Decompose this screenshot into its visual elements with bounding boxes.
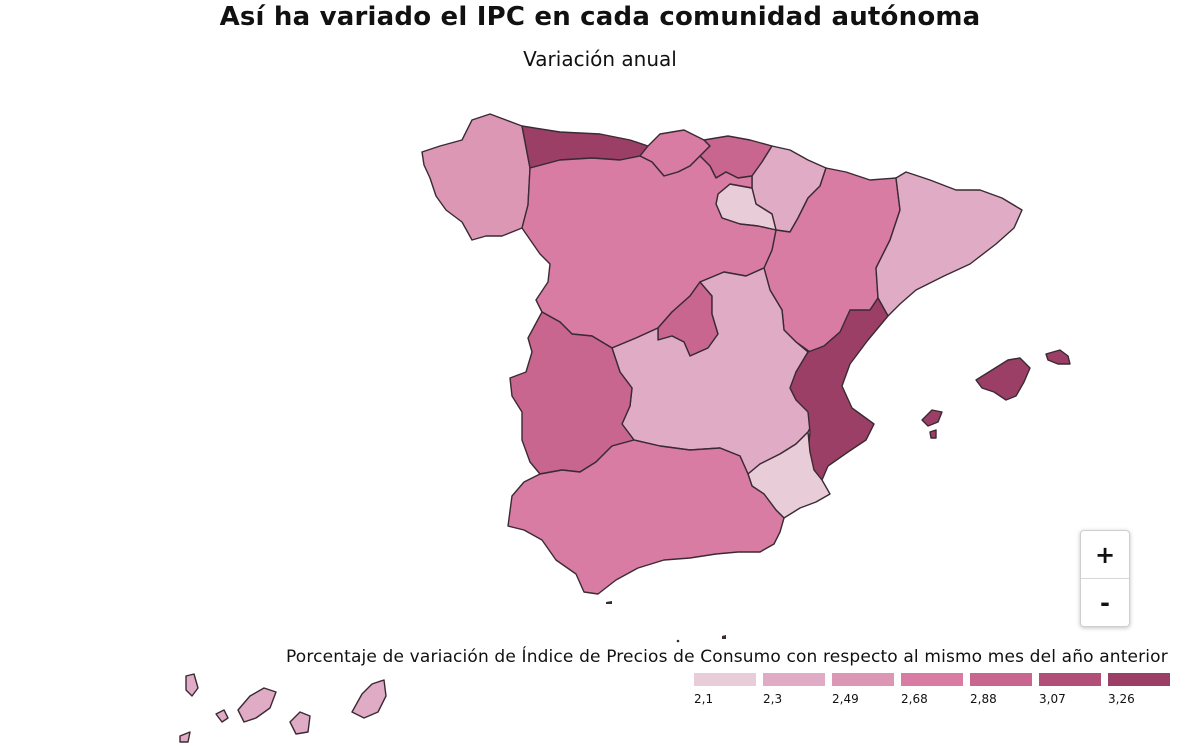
legend-label: 3,26	[1108, 692, 1135, 706]
legend-item: 2,1	[694, 673, 756, 706]
enclave-dot	[676, 639, 680, 643]
legend-item: 2,68	[901, 673, 963, 706]
region-galicia[interactable]: Galicia	[421, 113, 531, 241]
region-canarias[interactable]: Canarias	[179, 673, 387, 743]
legend-swatch	[1108, 673, 1170, 686]
region-cataluna[interactable]: Cataluña	[875, 171, 1023, 317]
legend-label: 2,49	[832, 692, 859, 706]
legend-title: Porcentaje de variación de Índice de Pre…	[286, 647, 1168, 667]
legend-label: 3,07	[1039, 692, 1066, 706]
region-andalucia[interactable]: Andalucía	[507, 439, 785, 595]
zoom-in-button[interactable]: +	[1081, 531, 1129, 578]
legend-item: 2,49	[832, 673, 894, 706]
zoom-control: + -	[1080, 530, 1130, 627]
legend-swatch	[694, 673, 756, 686]
enclave-ceuta	[606, 601, 612, 604]
map-title: Así ha variado el IPC en cada comunidad …	[219, 2, 981, 32]
legend-label: 2,3	[763, 692, 783, 706]
zoom-divider	[1081, 578, 1129, 579]
legend-item: 3,26	[1108, 673, 1170, 706]
legend-item: 2,88	[970, 673, 1032, 706]
legend-label: 2,88	[970, 692, 997, 706]
color-legend: 2,1 2,3 2,49 2,68 2,88 3,07 3,26	[694, 673, 1174, 713]
region-baleares[interactable]: Baleares	[921, 349, 1071, 439]
legend-swatch	[1039, 673, 1101, 686]
legend-swatch	[832, 673, 894, 686]
zoom-out-button[interactable]: -	[1081, 579, 1129, 626]
enclave-melilla	[722, 635, 726, 639]
legend-swatch	[763, 673, 825, 686]
legend-swatch	[901, 673, 963, 686]
region-comunidad-valenciana[interactable]: Comunidad Valenciana	[789, 297, 889, 481]
legend-item: 2,3	[763, 673, 825, 706]
legend-swatch	[970, 673, 1032, 686]
legend-label: 2,1	[694, 692, 714, 706]
legend-item: 3,07	[1039, 673, 1101, 706]
map-subtitle: Variación anual	[523, 47, 677, 71]
legend-label: 2,68	[901, 692, 928, 706]
